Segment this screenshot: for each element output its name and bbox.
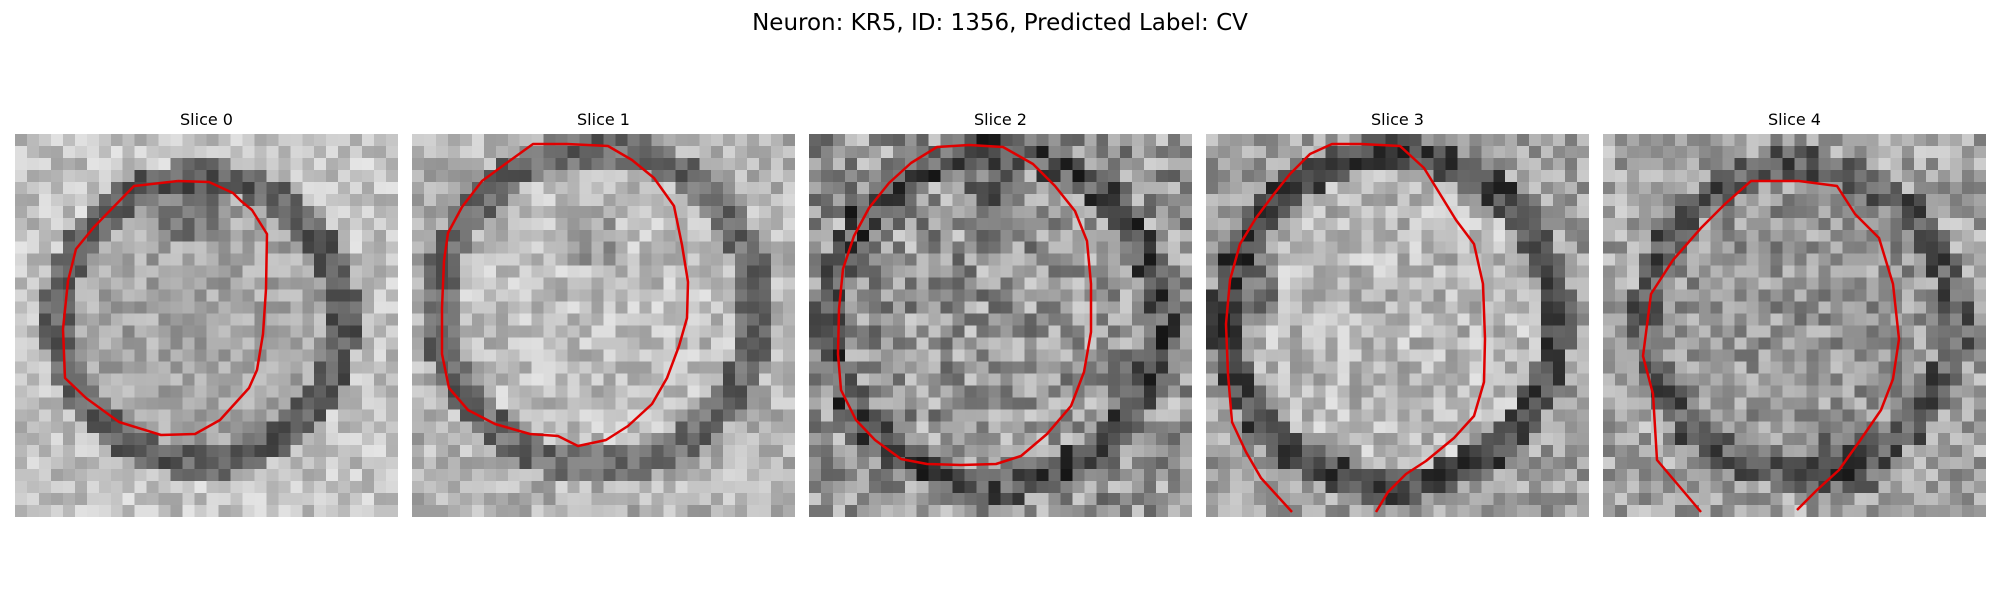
microscopy-slice-image bbox=[412, 134, 795, 517]
slice-title: Slice 0 bbox=[180, 110, 233, 129]
slice-title: Slice 3 bbox=[1371, 110, 1424, 129]
microscopy-slice-image bbox=[15, 134, 398, 517]
slice-image-frame bbox=[809, 134, 1192, 517]
slice-panel-2: Slice 2 bbox=[809, 110, 1192, 517]
microscopy-slice-image bbox=[809, 134, 1192, 517]
microscopy-slice-image bbox=[1603, 134, 1986, 517]
neuron-contour-overlay bbox=[836, 143, 1093, 467]
slice-image-frame bbox=[1206, 134, 1589, 517]
neuron-contour-line bbox=[61, 179, 269, 437]
neuron-contour-line bbox=[440, 142, 690, 448]
figure-title: Neuron: KR5, ID: 1356, Predicted Label: … bbox=[752, 10, 1248, 36]
neuron-contour-line bbox=[836, 143, 1093, 467]
slice-image-frame bbox=[15, 134, 398, 517]
neuron-contour-overlay bbox=[1224, 142, 1487, 513]
neuron-contour-overlay bbox=[61, 179, 269, 437]
slice-title: Slice 2 bbox=[974, 110, 1027, 129]
slice-title: Slice 4 bbox=[1768, 110, 1821, 129]
neuron-contour-overlay bbox=[440, 142, 690, 448]
slice-panel-0: Slice 0 bbox=[15, 110, 398, 517]
slice-panel-4: Slice 4 bbox=[1603, 110, 1986, 517]
slice-image-frame bbox=[1603, 134, 1986, 517]
neuron-contour-overlay bbox=[1641, 179, 1901, 513]
neuron-contour-line bbox=[1224, 142, 1487, 513]
neuron-contour-line bbox=[1641, 179, 1901, 513]
slice-image-frame bbox=[412, 134, 795, 517]
slice-panel-3: Slice 3 bbox=[1206, 110, 1589, 517]
slice-title: Slice 1 bbox=[577, 110, 630, 129]
slice-panel-1: Slice 1 bbox=[412, 110, 795, 517]
